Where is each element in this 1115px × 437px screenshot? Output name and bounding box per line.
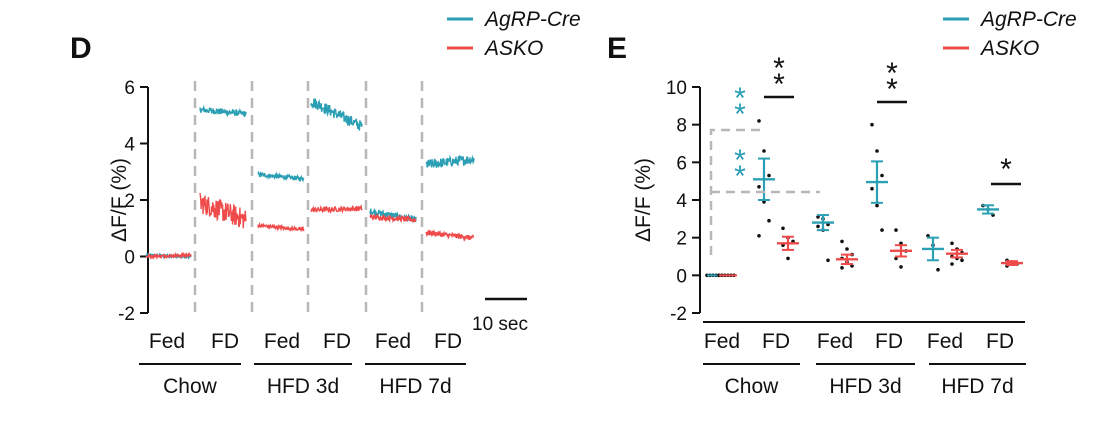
- legend-d-asko-label: ASKO: [483, 37, 543, 60]
- e-y-axis-title: ΔF/F (%): [632, 158, 655, 242]
- e-condition-label: Fed: [927, 330, 963, 353]
- e-point-asko: [950, 241, 954, 246]
- e-point-agrp: [757, 185, 761, 189]
- d-y-tick-label: 4: [124, 135, 135, 156]
- legend-e-asko-label: ASKO: [979, 37, 1039, 60]
- d-trace-agrp-5: [425, 154, 475, 168]
- e-point-agrp: [757, 119, 761, 123]
- scale-bar-label: 10 sec: [472, 314, 528, 335]
- e-sig-label-teal: *: [734, 82, 746, 115]
- panel-letter-e: E: [607, 32, 627, 65]
- d-condition-label: FD: [323, 330, 351, 353]
- e-point-asko: [786, 256, 790, 261]
- d-condition-label: Fed: [264, 330, 300, 353]
- e-sig-label: *: [886, 73, 898, 106]
- e-sig-label: *: [773, 52, 785, 85]
- d-y-tick-label: -2: [118, 304, 135, 325]
- e-y-tick-label: 10: [666, 78, 687, 99]
- d-y-axis-title: ΔF/F (%): [108, 158, 131, 242]
- e-point-agrp: [870, 186, 874, 191]
- legend-e: AgRP-Cre ASKO: [943, 8, 1077, 60]
- e-sig-label-teal: *: [734, 160, 746, 193]
- legend-d-agrp-label: AgRP-Cre: [483, 8, 581, 31]
- e-point-asko: [845, 247, 849, 251]
- e-dashed-bracket-upper: [709, 128, 762, 255]
- e-point-agrp: [767, 218, 771, 223]
- d-y-tick-label: 0: [124, 248, 135, 269]
- e-point-agrp: [875, 149, 879, 153]
- d-trace-asko-0: [145, 251, 192, 260]
- d-group-label: HFD 7d: [379, 375, 451, 398]
- d-group-label: HFD 3d: [267, 375, 339, 398]
- d-y-tick-label: 6: [124, 78, 135, 99]
- d-trace-asko-3: [310, 204, 363, 215]
- e-point-agrp: [936, 267, 940, 272]
- d-trace-agrp-1: [199, 104, 247, 118]
- legend-e-agrp-label: AgRP-Cre: [979, 8, 1077, 31]
- e-condition-label: Fed: [704, 330, 740, 353]
- e-sig-label-teal: *: [734, 98, 746, 131]
- panel-d-plot: -2 0 2 4 6 Fed FD Fed FD Fed FD Chow HFD 3d HFD 7d: [118, 78, 475, 398]
- e-point-agrp: [767, 173, 771, 178]
- d-trace-asko-2: [257, 221, 305, 233]
- d-condition-label: Fed: [149, 330, 185, 353]
- e-y-tick-label: 0: [676, 266, 687, 287]
- e-point-asko: [894, 228, 898, 232]
- e-y-tick-label: 6: [676, 153, 687, 174]
- d-condition-label: Fed: [375, 330, 411, 353]
- e-condition-label: FD: [762, 330, 790, 353]
- e-point-agrp: [826, 258, 830, 263]
- e-point-agrp: [816, 224, 820, 229]
- legend-d: AgRP-Cre ASKO: [447, 8, 581, 60]
- panel-letter-d: D: [70, 32, 92, 65]
- e-group-label: Chow: [725, 375, 780, 398]
- d-trace-agrp-3: [310, 98, 363, 131]
- e-point-asko: [840, 266, 844, 270]
- d-group-label: Chow: [163, 375, 218, 398]
- d-y-tick-label: 2: [124, 191, 135, 212]
- e-y-tick-label: 2: [676, 229, 687, 250]
- e-group-label: HFD 7d: [941, 375, 1013, 398]
- e-condition-label: Fed: [817, 330, 853, 353]
- d-trace-asko-4: [369, 213, 417, 224]
- e-point-asko: [950, 262, 954, 266]
- e-sig-label: *: [886, 57, 898, 90]
- e-sig-label-teal: *: [734, 144, 746, 177]
- e-condition-label: FD: [875, 330, 903, 353]
- e-group-label: HFD 3d: [829, 375, 901, 398]
- e-point-agrp: [880, 228, 884, 232]
- e-point-agrp: [875, 203, 879, 208]
- e-sig-label: *: [773, 68, 785, 101]
- e-y-tick-label: 4: [676, 191, 687, 212]
- e-point-asko: [781, 226, 785, 231]
- e-sig-label: *: [1000, 153, 1012, 186]
- d-condition-label: FD: [434, 330, 462, 353]
- e-point-agrp: [880, 173, 884, 178]
- e-point-agrp: [762, 149, 766, 153]
- d-trace-asko-1: [199, 192, 247, 229]
- d-condition-label: FD: [211, 330, 239, 353]
- e-point-asko: [960, 258, 964, 263]
- e-point-asko: [840, 239, 844, 244]
- e-y-tick-label: -2: [670, 304, 687, 325]
- e-y-tick-label: 8: [676, 116, 687, 137]
- e-point-agrp: [870, 122, 874, 127]
- d-trace-asko-5: [425, 228, 475, 242]
- e-point-agrp: [757, 234, 761, 238]
- d-trace-agrp-2: [257, 170, 305, 183]
- e-point-asko: [899, 265, 903, 269]
- e-condition-label: FD: [986, 330, 1014, 353]
